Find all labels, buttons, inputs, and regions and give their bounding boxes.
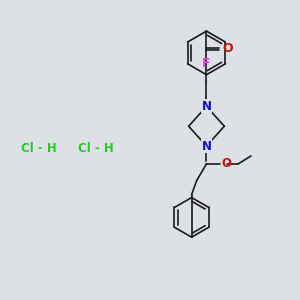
Text: O: O (222, 42, 233, 56)
Text: O: O (221, 158, 231, 170)
Text: Cl - H: Cl - H (21, 142, 57, 154)
Text: Cl - H: Cl - H (78, 142, 113, 154)
Text: F: F (202, 57, 211, 70)
Text: N: N (202, 140, 212, 152)
Text: N: N (202, 100, 212, 113)
